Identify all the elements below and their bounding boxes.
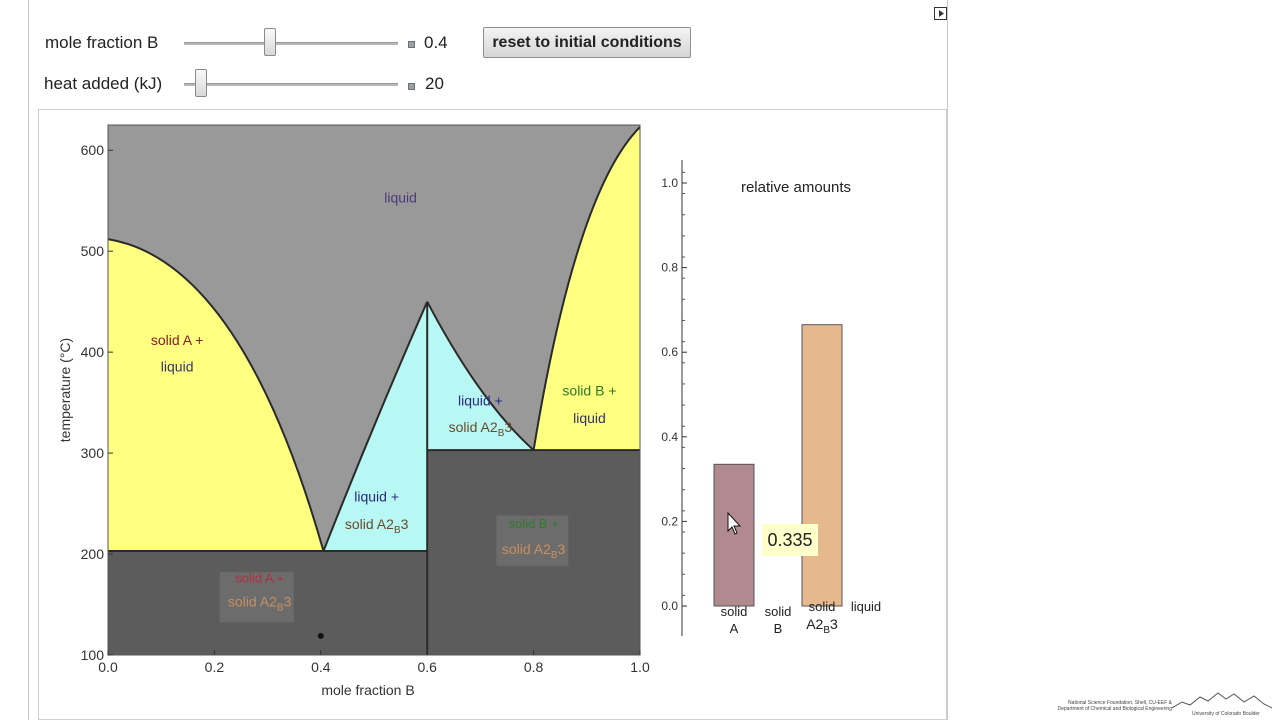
solid-a-a2b3-label-2: solid A2B3 bbox=[228, 594, 292, 614]
solid-b-a2b3-label-2: solid A2B3 bbox=[502, 541, 566, 561]
phase-diagram: 0.0 0.2 0.4 0.6 0.8 1.0 100 200 300 400 500 600 mole… bbox=[57, 124, 650, 698]
label-patch bbox=[496, 515, 569, 566]
y-tick-label: 100 bbox=[81, 647, 105, 663]
solid-b-liquid-label-1: solid B + bbox=[562, 383, 616, 399]
credits: National Science Foundation, Shell, CU-E… bbox=[1022, 700, 1172, 712]
expand-options-icon[interactable] bbox=[934, 7, 947, 20]
bar-y-tick-label: 0.6 bbox=[661, 345, 678, 359]
bar-value-callout: 0.335 bbox=[762, 524, 818, 556]
bar-y-tick-label: 0.2 bbox=[661, 514, 678, 528]
credits-line1: National Science Foundation, Shell, CU-E… bbox=[1068, 700, 1172, 706]
heat-added-slider-track[interactable] bbox=[184, 83, 398, 86]
liquid-label: liquid bbox=[384, 190, 417, 206]
x-axis-label: mole fraction B bbox=[321, 682, 414, 698]
phase-plot-frame bbox=[107, 124, 641, 656]
liquid-a2b3-left-label-2: solid A2B3 bbox=[345, 516, 409, 536]
bar-0 bbox=[713, 463, 755, 607]
solid-a-liquid-label-1: solid A + bbox=[151, 332, 204, 348]
bar-category-label-2: A bbox=[730, 621, 739, 636]
heat-added-slider-thumb[interactable] bbox=[195, 69, 208, 97]
bar-chart-title: relative amounts bbox=[741, 179, 851, 196]
y-tick-label: 600 bbox=[81, 142, 105, 158]
label-patch bbox=[219, 572, 294, 623]
bar-2 bbox=[801, 324, 843, 607]
mole-fraction-value: 0.4 bbox=[424, 33, 448, 52]
bar-category-label-1: solid bbox=[765, 604, 792, 619]
bar-category-label-2: A2B3 bbox=[806, 616, 838, 636]
state-point bbox=[317, 632, 324, 639]
liquidus-a-curve bbox=[107, 238, 325, 552]
solid-b-a2b3-label-1: solid B + bbox=[508, 516, 558, 531]
x-tick-label: 0.6 bbox=[417, 659, 437, 675]
mole-fraction-slider-track[interactable] bbox=[184, 42, 398, 45]
liquid-a2b3-right-region bbox=[427, 301, 534, 451]
y-axis-label: temperature (°C) bbox=[57, 338, 73, 442]
liquidus-a2b3-right-curve bbox=[426, 301, 535, 451]
controls-panel: mole fraction B 0.4 heat added (kJ) 20 r… bbox=[0, 0, 1280, 108]
heat-added-label: heat added (kJ) bbox=[44, 74, 163, 93]
solid-a-a2b3-label-1: solid A + bbox=[235, 570, 284, 585]
bar-category-label-1: solid bbox=[721, 604, 748, 619]
liquid-a2b3-right-label-2: solid A2B3 bbox=[449, 419, 513, 439]
bar-y-tick-label: 0.0 bbox=[661, 599, 678, 613]
y-tick-label: 500 bbox=[81, 243, 105, 259]
y-tick-label: 200 bbox=[81, 546, 105, 562]
mountain-logo bbox=[1172, 692, 1272, 709]
y-tick-label: 300 bbox=[81, 445, 105, 461]
heat-added-value: 20 bbox=[425, 74, 444, 93]
x-tick-label: 1.0 bbox=[630, 659, 650, 675]
solid-b-liquid-label-2: liquid bbox=[573, 410, 606, 426]
solid-b-liquid-region bbox=[533, 127, 640, 451]
heat-added-expand-icon[interactable] bbox=[408, 83, 415, 90]
liquid-a2b3-right-label-1: liquid + bbox=[458, 393, 503, 409]
mole-fraction-expand-icon[interactable] bbox=[408, 41, 415, 48]
relative-amounts-chart: 0.0 0.2 0.4 0.6 0.8 1.0 relative amounts solid A… bbox=[661, 160, 881, 636]
mole-fraction-label: mole fraction B bbox=[45, 33, 159, 52]
liquid-a2b3-left-label-1: liquid + bbox=[354, 489, 399, 505]
liquidus-a2b3-left-curve bbox=[322, 301, 429, 552]
credits-university: University of Colorado Boulder bbox=[1192, 711, 1260, 717]
x-tick-label: 0.4 bbox=[311, 659, 331, 675]
bar-category-label-1: solid bbox=[809, 599, 836, 614]
x-tick-label: 0.0 bbox=[98, 659, 118, 675]
x-tick-label: 0.2 bbox=[205, 659, 225, 675]
bar-y-tick-label: 1.0 bbox=[661, 176, 678, 190]
liquidus-b-curve bbox=[532, 126, 641, 451]
cursor-icon bbox=[727, 511, 742, 535]
bar-category-label-2: B bbox=[774, 621, 783, 636]
solid-a-liquid-region bbox=[108, 239, 324, 552]
solid-a-liquid-label-2: liquid bbox=[161, 358, 194, 374]
credits-line2: Department of Chemical and Biological En… bbox=[1057, 706, 1172, 712]
bar-y-tick-label: 0.4 bbox=[661, 430, 678, 444]
x-tick-label: 0.8 bbox=[524, 659, 544, 675]
bar-category-label: liquid bbox=[851, 599, 881, 614]
bar-y-tick-label: 0.8 bbox=[661, 261, 678, 275]
y-tick-label: 400 bbox=[81, 344, 105, 360]
reset-button[interactable]: reset to initial conditions bbox=[483, 27, 691, 58]
mole-fraction-slider-thumb[interactable] bbox=[263, 28, 276, 56]
